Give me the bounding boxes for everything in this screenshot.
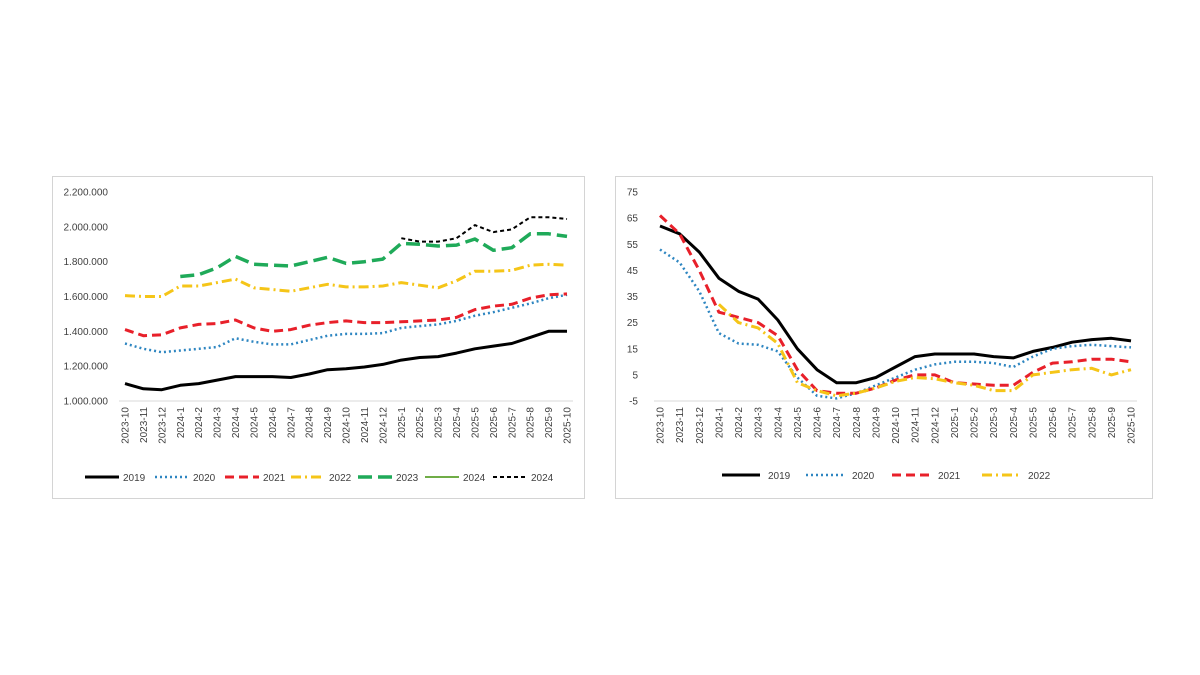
left-x-tick-label: 2024-3	[213, 407, 224, 439]
left-y-tick-label: 1.200.000	[64, 362, 109, 373]
left-x-tick-label: 2024-8	[305, 407, 316, 439]
left-x-tick-label: 2025-5	[470, 407, 481, 439]
left-legend-label: 2020	[193, 473, 216, 484]
left-y-tick-label: 2.200.000	[64, 188, 109, 199]
right-x-tick-label: 2024-5	[793, 407, 804, 439]
right-y-tick-label: 35	[627, 292, 639, 303]
left-y-tick-label: 1.800.000	[64, 257, 109, 268]
left-series-2024-6-line	[401, 216, 568, 243]
left-x-tick-label: 2025-6	[489, 407, 500, 439]
left-x-tick-label: 2025-7	[507, 407, 518, 439]
right-legend-label: 2022	[1028, 471, 1051, 482]
left-y-tick-label: 1.400.000	[64, 327, 109, 338]
left-x-tick-label: 2024-10	[342, 407, 353, 444]
left-x-tick-label: 2025-1	[397, 407, 408, 439]
left-x-tick-label: 2024-1	[176, 407, 187, 439]
right-x-tick-label: 2024-1	[714, 407, 725, 439]
left-legend-label: 2021	[263, 473, 286, 484]
left-x-tick-label: 2025-3	[434, 407, 445, 439]
right-x-tick-label: 2024-3	[754, 407, 765, 439]
left-x-tick-label: 2024-9	[323, 407, 334, 439]
right-x-tick-label: 2024-8	[852, 407, 863, 439]
left-x-tick-label: 2024-12	[378, 407, 389, 444]
right-x-tick-label: 2024-9	[871, 407, 882, 439]
right-x-tick-label: 2025-4	[1009, 407, 1020, 439]
left-x-tick-label: 2023-11	[139, 407, 150, 443]
right-chart-panel: -5 5 15 25 35 45 55 65 75 2023-10 2023-11 2023-12 20…	[615, 176, 1153, 499]
left-y-tick-label: 2.000.000	[64, 222, 109, 233]
left-legend-label: 2023	[396, 473, 419, 484]
left-x-tick-label: 2024-11	[360, 407, 371, 443]
right-x-tick-label: 2024-7	[832, 407, 843, 439]
right-y-tick-label: 45	[627, 266, 639, 277]
right-x-tick-label: 2025-8	[1087, 407, 1098, 439]
right-y-tick-label: 25	[627, 318, 639, 329]
right-series-2022-3-line	[717, 303, 1132, 398]
right-x-tick-label: 2023-12	[695, 407, 706, 444]
left-chart: 1.000.000 1.200.000 1.400.000 1.600.000 1.80…	[64, 188, 574, 485]
left-x-tick-label: 2025-8	[526, 407, 537, 439]
right-legend-label: 2019	[768, 471, 791, 482]
right-x-tick-label: 2024-12	[930, 407, 941, 444]
right-x-tick-label: 2023-10	[656, 407, 667, 444]
right-series-2021-2-line	[658, 214, 1132, 395]
left-y-tick-label: 1.600.000	[64, 292, 109, 303]
right-x-tick-label: 2025-9	[1107, 407, 1118, 439]
left-y-tick-label: 1.000.000	[64, 397, 109, 408]
right-legend-label: 2020	[852, 471, 875, 482]
right-y-tick-label: 55	[627, 240, 639, 251]
right-y-tick-label: 75	[627, 188, 639, 199]
left-x-tick-label: 2024-6	[268, 407, 279, 439]
right-x-tick-label: 2025-10	[1127, 407, 1138, 444]
left-x-tick-label: 2024-4	[231, 407, 242, 439]
left-legend-label: 2019	[123, 473, 146, 484]
right-series-2020-1-line	[659, 248, 1132, 400]
right-x-tick-label: 2024-4	[773, 407, 784, 439]
right-y-tick-label: 5	[632, 370, 638, 381]
left-x-tick-label: 2025-9	[544, 407, 555, 439]
left-series-2022-3-line	[124, 262, 568, 298]
left-series-2021-2-line	[124, 292, 568, 338]
right-x-tick-label: 2025-2	[970, 407, 981, 439]
right-series-2019-0-line	[659, 224, 1132, 385]
right-x-tick-label: 2025-1	[950, 407, 961, 439]
left-legend-label: 2022	[329, 473, 352, 484]
right-x-tick-label: 2024-2	[734, 407, 745, 439]
right-chart: -5 5 15 25 35 45 55 65 75 2023-10 2023-11 2023-12 20…	[627, 188, 1138, 483]
right-x-tick-label: 2024-11	[911, 407, 922, 443]
left-x-tick-label: 2024-5	[249, 407, 260, 439]
right-legend-label: 2021	[938, 471, 961, 482]
left-x-tick-label: 2023-12	[157, 407, 168, 444]
left-x-tick-label: 2023-10	[121, 407, 132, 444]
right-x-tick-label: 2025-6	[1048, 407, 1059, 439]
right-x-tick-label: 2024-10	[891, 407, 902, 444]
left-legend-label: 2024	[531, 473, 554, 484]
right-x-tick-label: 2025-7	[1068, 407, 1079, 439]
right-y-tick-label: 15	[627, 344, 639, 355]
right-x-tick-label: 2024-6	[813, 407, 824, 439]
left-chart-panel: 1.000.000 1.200.000 1.400.000 1.600.000 1.80…	[52, 176, 585, 499]
left-series-2019-0-line	[124, 329, 567, 392]
right-x-tick-label: 2025-5	[1028, 407, 1039, 439]
right-x-tick-label: 2025-3	[989, 407, 1000, 439]
left-legend-label: 2024	[463, 473, 486, 484]
left-x-tick-label: 2024-2	[194, 407, 205, 439]
left-series-2020-1-line	[124, 293, 568, 354]
left-x-tick-label: 2025-4	[452, 407, 463, 439]
right-y-tick-label: -5	[629, 397, 638, 408]
left-series-2023-4-line	[180, 232, 568, 279]
left-x-tick-label: 2025-10	[563, 407, 574, 444]
left-x-tick-label: 2024-7	[286, 407, 297, 439]
right-x-tick-label: 2023-11	[675, 407, 686, 443]
right-y-tick-label: 65	[627, 214, 639, 225]
left-x-tick-label: 2025-2	[415, 407, 426, 439]
